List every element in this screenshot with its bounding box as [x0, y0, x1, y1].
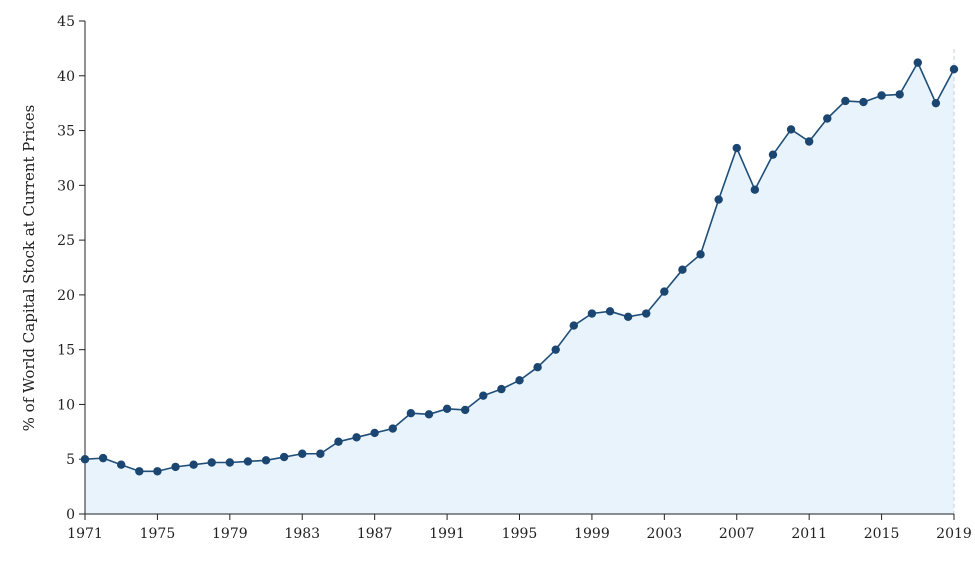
x-tick-label: 1987 [357, 526, 393, 542]
data-point [479, 391, 488, 400]
data-point [931, 98, 941, 108]
y-tick-label: 35 [57, 124, 75, 140]
data-point [750, 185, 760, 194]
data-point [895, 90, 904, 99]
data-point [189, 460, 198, 469]
y-tick-label: 30 [57, 178, 75, 194]
data-point [605, 307, 615, 316]
x-tick-label: 1995 [502, 526, 538, 542]
data-point [370, 428, 379, 438]
x-tick-label: 2011 [791, 526, 827, 542]
data-point [352, 433, 361, 442]
x-tick-label: 2003 [647, 526, 683, 542]
data-point [316, 449, 325, 458]
data-point [786, 125, 796, 134]
data-point [859, 97, 868, 107]
y-tick-label: 20 [57, 288, 75, 304]
x-tick-label: 2015 [864, 526, 900, 542]
data-point [442, 404, 452, 414]
area-fill-layer [85, 62, 954, 515]
data-point [153, 467, 162, 476]
y-tick-label: 45 [57, 14, 75, 30]
data-point [406, 409, 416, 418]
x-tick-label: 1991 [429, 526, 465, 542]
data-point [533, 362, 542, 372]
data-point [80, 455, 90, 464]
data-point [207, 458, 216, 467]
tick-labels: 0 5 10 15 20 25 30 35 40 45 1971 1975 1979 1983 1987 19… [57, 14, 972, 542]
data-point [388, 424, 397, 433]
y-tick-label: 5 [66, 452, 75, 468]
data-point [623, 312, 633, 321]
data-point [696, 250, 705, 259]
data-point [551, 345, 560, 354]
data-point [334, 437, 343, 446]
data-point [515, 376, 524, 385]
data-point [587, 309, 597, 318]
x-tick-label: 2007 [719, 526, 755, 542]
data-point [569, 321, 579, 330]
x-tick-label: 1975 [140, 526, 176, 542]
data-point [243, 457, 253, 466]
data-point [823, 114, 832, 123]
x-tick-label: 1999 [574, 526, 610, 542]
x-tick-label: 1971 [67, 526, 103, 542]
y-axis-title: % of World Capital Stock at Current Pric… [20, 105, 38, 432]
data-point [298, 449, 307, 458]
y-tick-label: 40 [57, 69, 75, 85]
axes [79, 20, 955, 520]
x-tick-label: 1979 [212, 526, 248, 542]
data-point [460, 405, 470, 415]
y-tick-label: 10 [57, 397, 75, 413]
data-point [768, 150, 778, 159]
data-point [714, 195, 723, 204]
data-point [261, 456, 271, 465]
data-point [279, 452, 289, 462]
area-fill [85, 62, 954, 515]
data-point [117, 460, 126, 469]
data-point [497, 384, 506, 394]
data-point [642, 309, 651, 318]
data-point [98, 453, 108, 463]
data-point [171, 462, 180, 472]
y-tick-label: 15 [57, 343, 75, 359]
data-point [660, 287, 669, 296]
data-point [424, 410, 434, 419]
data-point [732, 143, 741, 153]
data-point [841, 96, 850, 106]
x-tick-label: 2019 [936, 526, 972, 542]
y-tick-label: 25 [57, 233, 75, 249]
data-point [877, 91, 886, 100]
x-tick-label: 1983 [284, 526, 320, 542]
data-point [225, 458, 235, 467]
data-points [80, 58, 959, 476]
data-point [913, 58, 922, 67]
y-tick-label: 0 [66, 507, 75, 523]
data-point [135, 467, 144, 476]
data-point [949, 65, 959, 74]
data-point [678, 265, 687, 274]
data-point [804, 137, 814, 146]
